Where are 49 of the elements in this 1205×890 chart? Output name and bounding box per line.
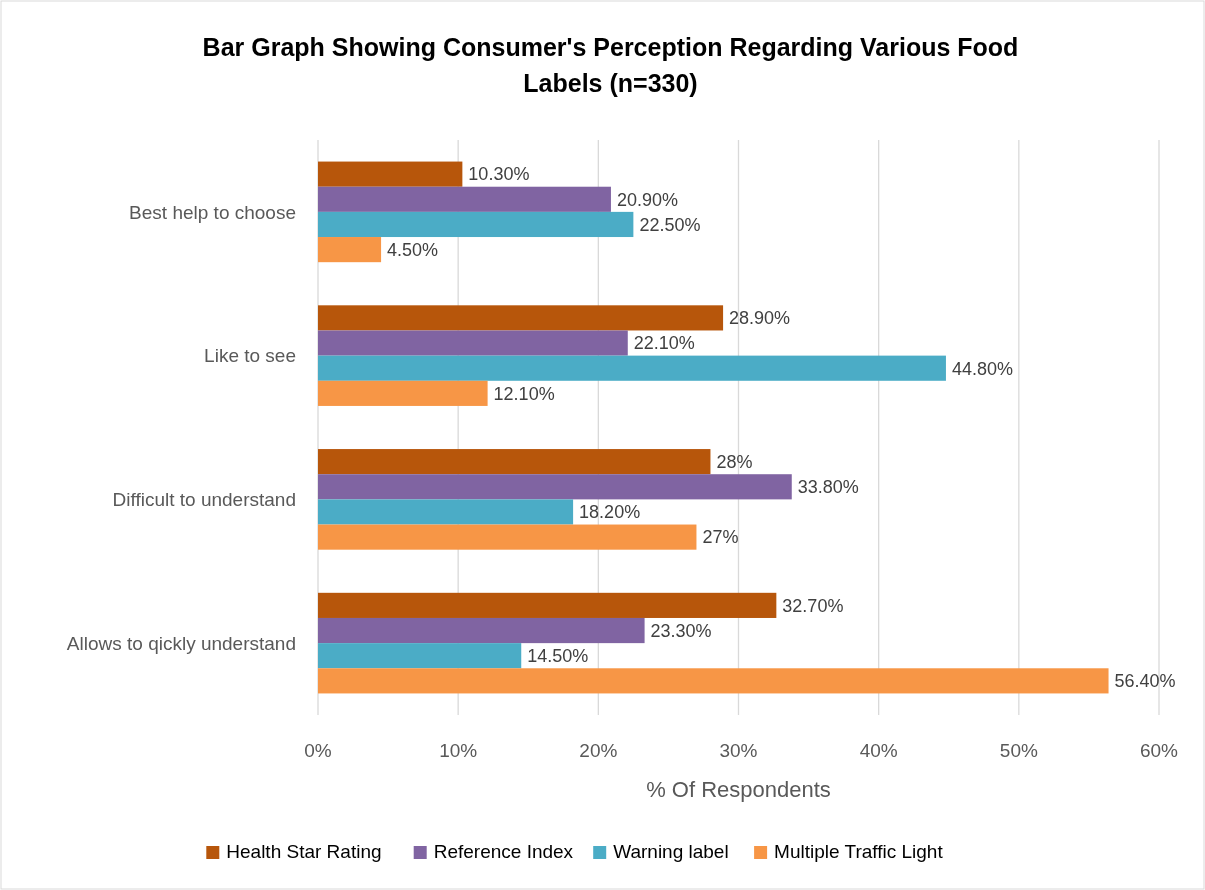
bar [318,474,792,500]
data-label: 44.80% [951,358,1014,379]
data-label: 32.70% [782,595,844,616]
data-label: 20.90% [616,189,679,210]
data-label: 33.80% [797,477,859,498]
bar [318,380,488,406]
x-tick-label: 50% [999,740,1038,761]
x-tick-label: 60% [1139,740,1179,761]
data-label: 27% [702,527,739,548]
legend-label: Reference Index [433,841,574,862]
data-label: 14.50% [527,646,589,666]
bar [318,355,946,381]
x-axis-title: % Of Respondents [646,777,831,802]
data-label: 22.50% [639,214,701,235]
bar [318,617,645,644]
data-label: 4.50% [387,239,439,260]
bar [318,524,697,550]
data-label: 22.10% [633,333,695,354]
bar [318,186,611,212]
bar [318,592,777,618]
x-tick-label: 10% [439,740,478,761]
bar [318,668,1109,694]
bar [318,211,634,238]
x-tick-label: 40% [859,740,898,761]
bar [318,330,628,356]
data-label: 28% [716,451,753,472]
bar [318,643,522,669]
data-label: 12.10% [493,383,555,404]
data-label: 28.90% [729,308,791,329]
legend-label: Multiple Traffic Light [774,841,944,862]
y-tick-label: Difficult to understand [112,489,296,511]
y-tick-label: Best help to choose [129,201,296,223]
data-label: 10.30% [468,164,530,185]
y-tick-label: Allows to qickly understand [66,632,296,654]
legend-label: Warning label [613,841,729,862]
legend-label: Health Star Rating [226,841,382,862]
bar [318,449,711,475]
bar [318,499,574,525]
data-label: 56.40% [1114,671,1176,692]
bar [318,237,382,263]
x-tick-label: 20% [579,740,618,761]
bar [318,161,463,187]
bar [318,305,724,331]
x-tick-label: 0% [304,740,332,761]
data-label: 18.20% [579,502,641,523]
data-label: 23.30% [650,620,712,641]
x-tick-label: 30% [719,740,758,761]
y-tick-label: Like to see [204,345,296,367]
chart-title: Bar Graph Showing Consumer's Perception Regarding Various Food Labels (n=330) [202,33,1019,97]
